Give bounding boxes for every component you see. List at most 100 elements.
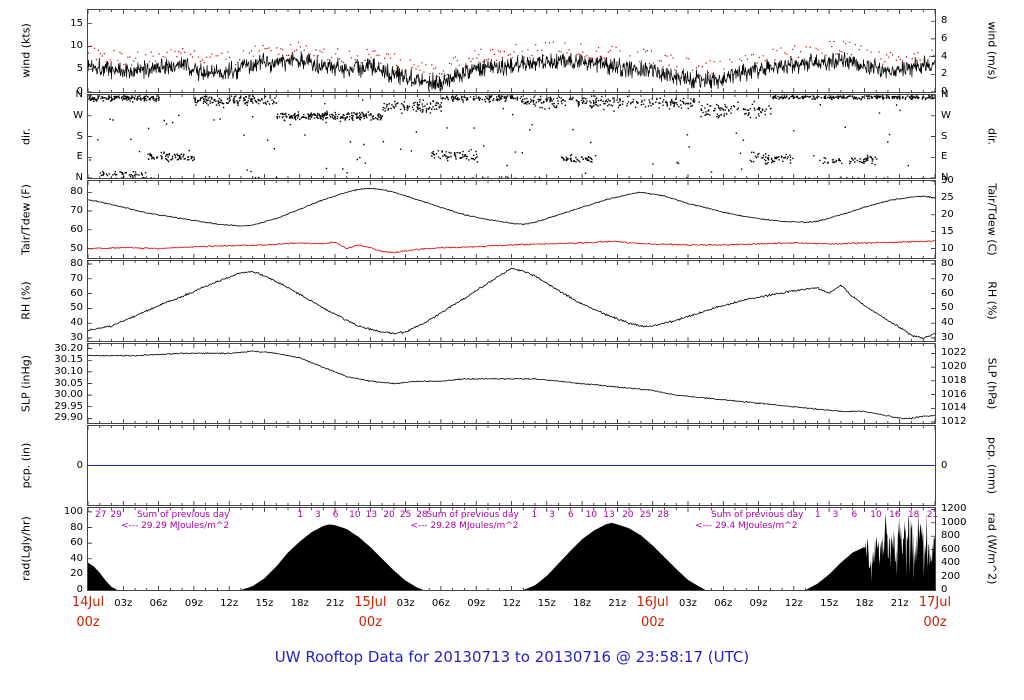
axis-title-right-radiation: rad (W/m^2): [985, 512, 999, 585]
rad-accum-number: 20: [622, 510, 634, 520]
rad-accum-number: 13: [603, 510, 615, 520]
wind-plot-area: [88, 10, 935, 92]
y-tick-label-right-relative-humidity: 40: [941, 317, 954, 329]
rad-accum-number: 28: [416, 510, 428, 520]
y-tick-label-right-sea-level-pressure: 1014: [941, 402, 967, 414]
y-tick-label-left-radiation: 20: [70, 568, 83, 580]
y-tick-label-left-sea-level-pressure: 30.15: [54, 354, 83, 366]
y-tick-label-left-relative-humidity: 70: [70, 272, 83, 284]
y-tick-label-left-dir: E: [76, 151, 83, 163]
x-tick-label: 21z: [608, 598, 627, 609]
y-tick-label-right-sea-level-pressure: 1022: [941, 347, 967, 359]
y-tick-label-right-precipitation: 0: [941, 459, 948, 471]
y-tick-label-right-temperature: 25: [941, 191, 954, 203]
rad-accum-number: 6: [567, 510, 574, 520]
y-tick-label-left-dir: N: [75, 89, 83, 100]
y-tick-label-right-dir: W: [941, 109, 951, 121]
rad-sum-value: <--- 29.28 MJoules/m^2: [410, 521, 519, 531]
rad-accum-number: 20: [383, 510, 395, 520]
rad-accum-number: 6: [851, 510, 858, 520]
x-tick-label: 09z: [749, 598, 768, 609]
precipitation-plot-area: [88, 426, 935, 505]
y-tick-label-left-temperature: 50: [70, 242, 83, 254]
rad-sum-value: <--- 29.4 MJoules/m^2: [695, 521, 798, 531]
y-tick-label-left-relative-humidity: 40: [70, 317, 83, 329]
rad-accum-number: 13: [365, 510, 378, 520]
x-tick-label: 18z: [290, 598, 309, 609]
y-tick-label-right-wind: 4: [941, 50, 948, 62]
axis-ticks: [88, 261, 935, 341]
y-tick-label-left-sea-level-pressure: 30.00: [54, 389, 83, 401]
y-tick-label-right-relative-humidity: 50: [941, 302, 954, 314]
x-tick-label: 18z: [573, 598, 592, 609]
day-label-date: 16Jul: [636, 595, 669, 610]
x-tick-label: 09z: [184, 598, 203, 609]
y-tick-label-left-relative-humidity: 60: [70, 287, 83, 299]
rad-accum-number: 28: [657, 510, 669, 520]
x-tick-label: 21z: [890, 598, 909, 609]
radiation-panel: [87, 507, 936, 591]
x-tick-label: 12z: [220, 598, 239, 609]
day-label-date: 17Jul: [918, 595, 952, 610]
y-tick-label-left-relative-humidity: 50: [70, 302, 83, 314]
x-tick-label: 15z: [537, 598, 556, 609]
temperature-panel: [87, 180, 936, 259]
y-tick-label-right-relative-humidity: 60: [941, 287, 954, 299]
y-tick-label-left-dir: S: [76, 130, 83, 142]
rad-accum-number: 29: [110, 510, 122, 520]
y-tick-label-right-wind: 0: [941, 86, 948, 97]
chart-title: UW Rooftop Data for 20130713 to 20130716…: [274, 648, 750, 666]
x-tick-label: 03z: [114, 598, 133, 609]
y-tick-label-left-dir: W: [73, 109, 83, 121]
x-tick-label: 12z: [784, 598, 803, 609]
axis-ticks: [88, 95, 935, 178]
y-tick-label-left-dir: N: [75, 172, 83, 183]
y-tick-label-right-sea-level-pressure: 1016: [941, 388, 967, 400]
relative-humidity-panel: [87, 260, 936, 342]
y-tick-label-right-radiation: 800: [941, 530, 961, 542]
x-tick-label: 12z: [502, 598, 521, 609]
y-tick-label-right-radiation: 1000: [941, 516, 967, 528]
y-tick-label-left-relative-humidity: 30: [70, 332, 83, 344]
rad-accum-number: 25: [639, 510, 652, 520]
x-tick-label: 06z: [714, 598, 733, 609]
x-tick-label: 03z: [396, 598, 415, 609]
rad-accum-number: 1: [815, 510, 821, 520]
y-tick-label-right-dir: E: [941, 151, 948, 163]
y-tick-label-right-relative-humidity: 30: [941, 332, 954, 344]
x-tick-label: 06z: [149, 598, 168, 609]
y-tick-label-left-radiation: 0: [76, 584, 83, 595]
rad-accum-number: 3: [832, 510, 839, 520]
rad-accum-number: 18: [907, 510, 920, 520]
rad-sum-label: Sum of previous day: [426, 510, 519, 520]
temperature-plot-area: [88, 181, 935, 258]
day-label-date: 15Jul: [354, 595, 387, 610]
y-tick-label-left-wind: 15: [70, 17, 83, 29]
y-tick-label-right-temperature: 20: [941, 208, 954, 220]
y-tick-label-right-wind: 6: [941, 32, 948, 44]
rad-accum-number: 3: [549, 510, 555, 520]
day-label-time: 00z: [358, 615, 383, 630]
x-tick-label: 06z: [431, 598, 450, 609]
rad-accum-number: 16: [889, 510, 901, 520]
dew-point-f: [88, 240, 935, 254]
y-tick-label-left-sea-level-pressure: 30.20: [54, 342, 83, 354]
y-tick-label-left-radiation: 60: [70, 537, 83, 549]
rad-accum-number: 25: [399, 510, 412, 520]
precipitation-panel: [87, 425, 936, 506]
y-tick-label-right-temperature: 15: [941, 225, 954, 237]
rad-accum-number: 3: [315, 510, 321, 520]
day-label-time: 00z: [923, 615, 947, 630]
day-label-date: 14Jul: [71, 595, 105, 610]
y-tick-label-left-temperature: 70: [70, 205, 83, 217]
wind-panel: [87, 9, 936, 93]
y-tick-label-left-wind: 0: [76, 86, 83, 97]
y-tick-label-left-sea-level-pressure: 29.90: [54, 412, 83, 424]
rad-accum-number: 27: [95, 510, 107, 520]
y-tick-label-left-wind: 10: [70, 40, 83, 52]
y-tick-label-right-radiation: 200: [941, 570, 961, 582]
x-tick-label: 15z: [820, 598, 839, 609]
relative-humidity-plot-area: [88, 261, 935, 341]
axis-title-left-radiation: rad(Lgly/hr): [19, 516, 33, 581]
y-tick-label-left-relative-humidity: 80: [70, 257, 83, 269]
